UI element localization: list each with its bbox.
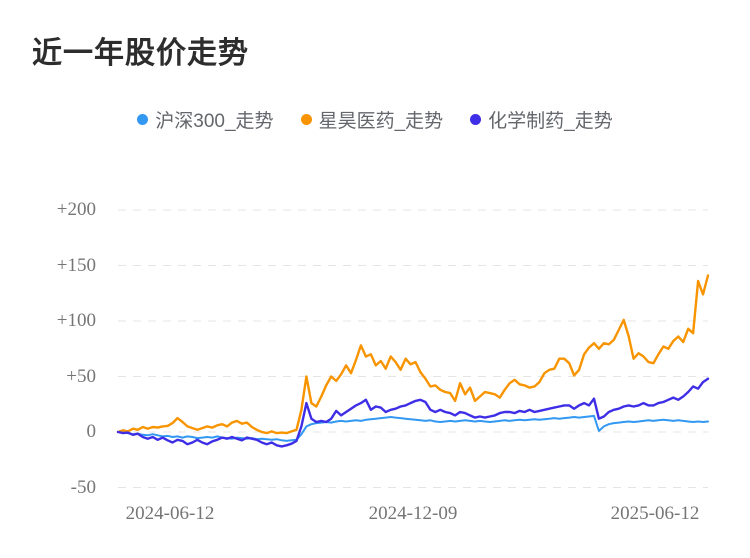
y-axis-tick: +50 xyxy=(66,365,96,387)
legend-dot xyxy=(137,114,149,125)
y-axis-tick: +200 xyxy=(56,199,96,220)
legend-item-hs300[interactable]: 沪深300_走势 xyxy=(137,106,274,133)
y-axis-tick: -50 xyxy=(70,476,96,498)
y-axis-tick: 0 xyxy=(86,421,97,442)
series-line-1 xyxy=(116,274,710,435)
x-axis-tick: 2025-06-12 xyxy=(610,503,700,524)
x-axis-tick: 2024-06-12 xyxy=(125,503,215,524)
chart-legend: 沪深300_走势 星昊医药_走势 化学制药_走势 xyxy=(0,106,750,133)
x-axis-tick: 2024-12-09 xyxy=(368,503,458,524)
series-line-0 xyxy=(117,414,709,442)
page-title: 近一年股价走势 xyxy=(32,37,249,70)
series-line-2 xyxy=(116,377,710,448)
legend-label: 沪深300_走势 xyxy=(155,111,274,132)
y-axis-tick: +150 xyxy=(56,254,96,276)
legend-item-xinghao[interactable]: 星昊医药_走势 xyxy=(300,106,444,133)
legend-label: 化学制药_走势 xyxy=(488,111,613,132)
legend-dot xyxy=(470,114,482,125)
legend-label: 星昊医药_走势 xyxy=(318,111,444,132)
legend-dot xyxy=(300,114,312,125)
legend-item-chempharma[interactable]: 化学制药_走势 xyxy=(470,106,613,133)
y-axis-tick: +100 xyxy=(56,310,96,331)
